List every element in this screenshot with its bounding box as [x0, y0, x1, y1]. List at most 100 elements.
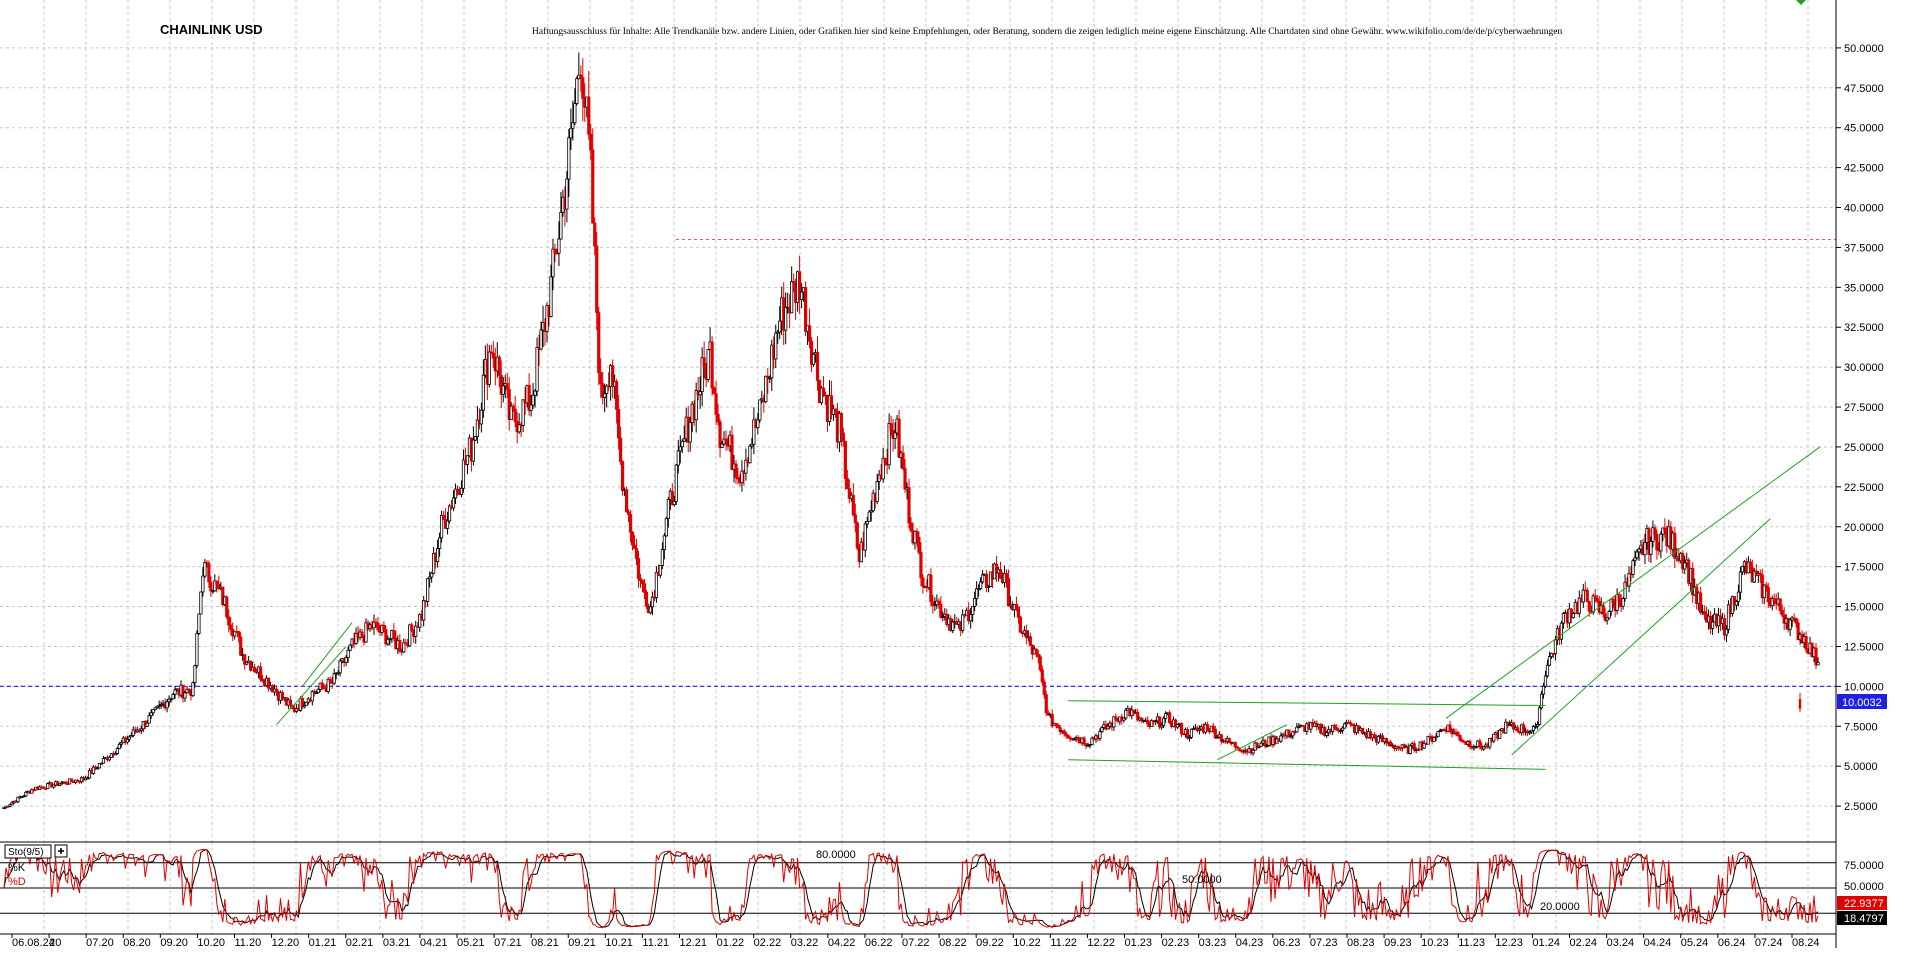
candle-body: [1456, 732, 1460, 736]
candle-body: [1748, 561, 1752, 569]
candle-body: [1553, 639, 1558, 655]
candle-body: [1076, 737, 1080, 741]
candle-body: [1627, 572, 1631, 587]
candle-body: [1601, 604, 1605, 615]
candle-body: [1014, 604, 1019, 608]
latest-candle-body: [1798, 699, 1802, 709]
x-tick-label: 03.21: [383, 937, 411, 948]
candle-body: [615, 381, 619, 410]
candle-body: [1527, 731, 1532, 734]
x-tick-label: 02.24: [1570, 937, 1598, 948]
x-tick-label: 02.22: [754, 937, 782, 948]
candle-body: [931, 601, 935, 606]
candle-body: [1179, 723, 1184, 735]
candle-body: [217, 584, 221, 589]
candle-body: [173, 689, 177, 695]
candle-body: [1018, 616, 1022, 633]
x-tick-label: 11.23: [1458, 937, 1485, 948]
candle-body: [648, 606, 653, 614]
candle-body: [855, 522, 859, 549]
candle-body: [986, 586, 991, 588]
candle-body: [1468, 741, 1472, 747]
candle-body: [1402, 744, 1406, 748]
x-tick-label: 07.23: [1310, 937, 1338, 948]
candle-body: [979, 581, 983, 590]
x-tick-label: 02.23: [1162, 937, 1190, 948]
candle-body: [304, 701, 308, 706]
candle-body: [475, 419, 479, 438]
candle-body: [1388, 741, 1392, 747]
candle-body: [107, 756, 112, 761]
candle-body: [1297, 726, 1301, 729]
stochastic-d-line: [3, 849, 1819, 928]
candle-body: [1623, 581, 1627, 599]
candle-body: [545, 305, 549, 332]
candle-body: [1235, 746, 1239, 749]
y-tick-label: 40.0000: [1844, 203, 1884, 215]
x-tick-label: 01.21: [309, 937, 337, 948]
candle-body: [527, 384, 531, 411]
candle-body: [497, 356, 501, 376]
candle-body: [756, 419, 760, 429]
candle-body: [1816, 662, 1820, 666]
candle-body: [984, 573, 989, 588]
candle-body: [1339, 730, 1343, 732]
trend-line: [276, 646, 347, 726]
candlesticks: [2, 52, 1820, 810]
trend-line: [301, 622, 353, 687]
candle-body: [865, 521, 869, 525]
indicator-tick-50: 50.0000: [1844, 881, 1884, 893]
candle-body: [736, 476, 740, 480]
candle-body: [897, 418, 901, 458]
candle-body: [320, 682, 324, 688]
candle-body: [258, 666, 263, 680]
candle-body: [203, 562, 207, 577]
candle-body: [1516, 727, 1520, 732]
candle-body: [1458, 735, 1462, 741]
k-value-badge: [1837, 896, 1887, 910]
candle-body: [650, 596, 655, 608]
d-value-badge: [1837, 911, 1887, 925]
candle-body: [549, 276, 553, 318]
candle-body: [30, 789, 34, 794]
candle-body: [1259, 742, 1263, 747]
candle-body: [1726, 604, 1731, 630]
candle-body: [1122, 717, 1126, 721]
x-tick-label: 20: [49, 937, 61, 948]
candle-body: [702, 357, 706, 367]
candle-body: [1335, 727, 1339, 731]
candle-body: [1703, 611, 1707, 615]
candle-body: [573, 103, 577, 124]
candle-body: [620, 461, 625, 491]
candle-body: [998, 569, 1003, 579]
candle-body: [10, 802, 14, 806]
candle-body: [402, 642, 406, 653]
candle-body: [253, 667, 257, 672]
level-label-80: 80.0000: [816, 849, 856, 861]
y-tick-label: 12.5000: [1844, 641, 1884, 653]
candle-body: [1561, 613, 1566, 624]
candle-body: [499, 375, 503, 395]
current-price-label: 10.0032: [1842, 697, 1882, 709]
candle-body: [197, 613, 201, 634]
candle-body: [531, 394, 535, 406]
x-tick-label: 10.22: [1013, 937, 1041, 948]
candle-body: [376, 622, 380, 631]
candle-body: [1114, 716, 1118, 720]
candle-body: [1056, 724, 1060, 728]
candle-body: [1508, 724, 1512, 726]
candle-body: [907, 487, 911, 524]
candle-body: [1814, 647, 1818, 666]
candle-body: [710, 341, 714, 389]
candle-body: [1649, 541, 1653, 555]
candle-body: [1167, 712, 1172, 723]
candle-body: [1034, 648, 1038, 655]
candle-body: [1482, 746, 1486, 750]
candle-body: [215, 580, 219, 585]
candle-body: [32, 789, 36, 792]
candle-body: [336, 672, 340, 675]
candle-body: [975, 588, 979, 599]
candle-body: [382, 624, 386, 631]
